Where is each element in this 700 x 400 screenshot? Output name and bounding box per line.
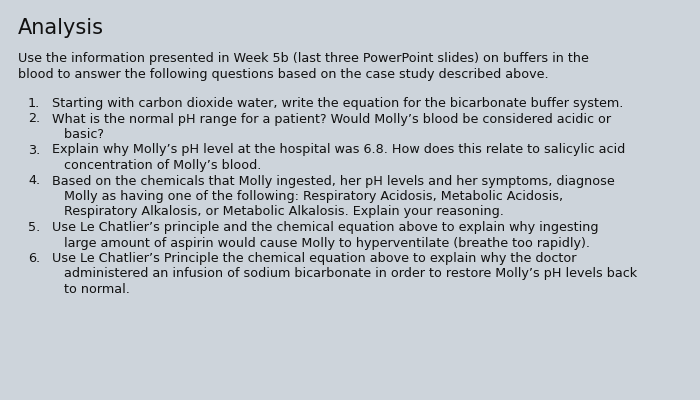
Text: Use the information presented in Week 5b (last three PowerPoint slides) on buffe: Use the information presented in Week 5b…: [18, 52, 589, 65]
Text: Use Le Chatlier’s principle and the chemical equation above to explain why inges: Use Le Chatlier’s principle and the chem…: [52, 221, 598, 234]
Text: Explain why Molly’s pH level at the hospital was 6.8. How does this relate to sa: Explain why Molly’s pH level at the hosp…: [52, 144, 625, 156]
Text: Molly as having one of the following: Respiratory Acidosis, Metabolic Acidosis,: Molly as having one of the following: Re…: [52, 190, 563, 203]
Text: Respiratory Alkalosis, or Metabolic Alkalosis. Explain your reasoning.: Respiratory Alkalosis, or Metabolic Alka…: [52, 206, 504, 218]
Text: 4.: 4.: [28, 174, 40, 188]
Text: Use Le Chatlier’s Principle the chemical equation above to explain why the docto: Use Le Chatlier’s Principle the chemical…: [52, 252, 577, 265]
Text: large amount of aspirin would cause Molly to hyperventilate (breathe too rapidly: large amount of aspirin would cause Moll…: [52, 236, 590, 250]
Text: 6.: 6.: [28, 252, 40, 265]
Text: 2.: 2.: [28, 112, 40, 126]
Text: 1.: 1.: [28, 97, 41, 110]
Text: What is the normal pH range for a patient? Would Molly’s blood be considered aci: What is the normal pH range for a patien…: [52, 112, 611, 126]
Text: Starting with carbon dioxide water, write the equation for the bicarbonate buffe: Starting with carbon dioxide water, writ…: [52, 97, 624, 110]
Text: basic?: basic?: [52, 128, 104, 141]
Text: 3.: 3.: [28, 144, 41, 156]
Text: concentration of Molly’s blood.: concentration of Molly’s blood.: [52, 159, 261, 172]
Text: administered an infusion of sodium bicarbonate in order to restore Molly’s pH le: administered an infusion of sodium bicar…: [52, 268, 637, 280]
Text: Analysis: Analysis: [18, 18, 104, 38]
Text: to normal.: to normal.: [52, 283, 130, 296]
Text: blood to answer the following questions based on the case study described above.: blood to answer the following questions …: [18, 68, 549, 81]
Text: 5.: 5.: [28, 221, 41, 234]
Text: Based on the chemicals that Molly ingested, her pH levels and her symptoms, diag: Based on the chemicals that Molly ingest…: [52, 174, 615, 188]
